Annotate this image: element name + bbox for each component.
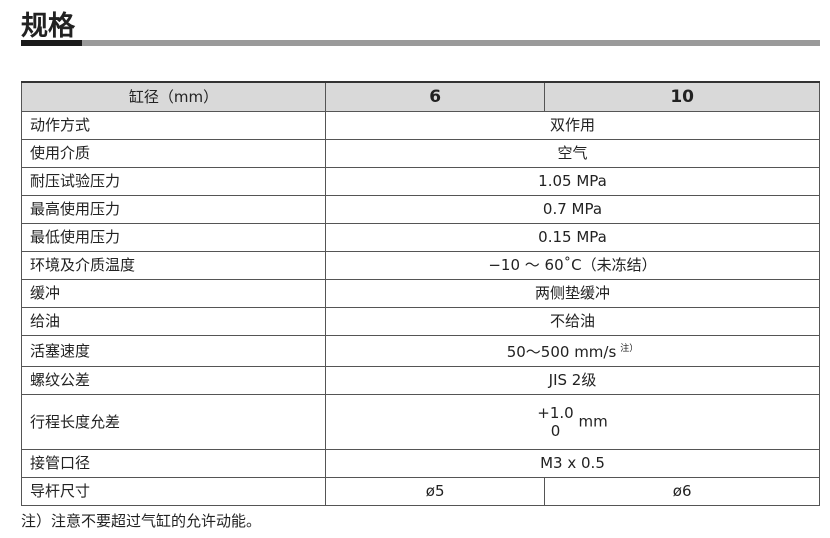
table-row: 最低使用压力 0.15 MPa — [21, 223, 820, 252]
row-label: 动作方式 — [21, 111, 326, 140]
table-row: 缓冲 两侧垫缓冲 — [21, 279, 820, 308]
row-label: 导杆尺寸 — [21, 477, 326, 506]
title-underline-accent — [21, 40, 82, 46]
row-value: +1.0 0 mm — [325, 394, 820, 450]
table-row: 动作方式 双作用 — [21, 111, 820, 140]
header-size-10: 10 — [544, 81, 820, 112]
row-value: 50～500 mm/s 注） — [325, 335, 820, 367]
tolerance-stack: +1.0 0 — [537, 404, 573, 440]
header-size-6: 6 — [324, 81, 546, 112]
piston-speed-value: 50～500 mm/s — [506, 343, 617, 361]
row-value: 两侧垫缓冲 — [325, 279, 820, 308]
row-label: 给油 — [21, 307, 326, 336]
spec-table: 缸径（mm） 6 10 动作方式 双作用 使用介质 空气 耐压试验压力 1.05 MP… — [21, 81, 820, 506]
row-value: M3 x 0.5 — [325, 449, 820, 478]
row-label: 螺纹公差 — [21, 366, 326, 395]
tolerance-upper: +1.0 — [537, 404, 574, 422]
row-value: 双作用 — [325, 111, 820, 140]
row-value-10: ø6 — [544, 477, 820, 506]
row-value: 0.7 MPa — [325, 195, 820, 224]
table-row: 耐压试验压力 1.05 MPa — [21, 167, 820, 196]
table-row: 导杆尺寸 ø5 ø6 — [21, 477, 820, 506]
section-title: 规格 — [21, 11, 75, 42]
row-label: 行程长度允差 — [21, 394, 326, 450]
row-label: 最高使用压力 — [21, 195, 326, 224]
row-value: 1.05 MPa — [325, 167, 820, 196]
table-row: 使用介质 空气 — [21, 139, 820, 168]
row-value: 0.15 MPa — [325, 223, 820, 252]
row-label: 最低使用压力 — [21, 223, 326, 252]
row-label: 环境及介质温度 — [21, 251, 326, 280]
row-label: 耐压试验压力 — [21, 167, 326, 196]
row-label: 使用介质 — [21, 139, 326, 168]
row-value: 空气 — [325, 139, 820, 168]
table-row: 螺纹公差 JIS 2级 — [21, 366, 820, 395]
row-value: JIS 2级 — [325, 366, 820, 395]
header-row: 缸径（mm） 6 10 — [21, 81, 820, 112]
row-label: 活塞速度 — [21, 335, 326, 367]
row-label: 缓冲 — [21, 279, 326, 308]
table-row: 给油 不给油 — [21, 307, 820, 336]
table-row: 行程长度允差 +1.0 0 mm — [21, 394, 820, 450]
row-value-6: ø5 — [324, 477, 546, 506]
row-value: −10 ～ 60˚C（未冻结） — [325, 251, 820, 280]
footnote: 注）注意不要超过气缸的允许动能。 — [21, 512, 262, 530]
table-row: 接管口径 M3 x 0.5 — [21, 449, 820, 478]
table-row: 活塞速度 50～500 mm/s 注） — [21, 335, 820, 367]
row-value: 不给油 — [325, 307, 820, 336]
title-underline — [21, 40, 820, 46]
tolerance-unit: mm — [578, 412, 608, 431]
row-label: 接管口径 — [21, 449, 326, 478]
header-label: 缸径（mm） — [21, 81, 326, 112]
footnote-ref: 注） — [620, 344, 639, 354]
table-row: 最高使用压力 0.7 MPa — [21, 195, 820, 224]
table-row: 环境及介质温度 −10 ～ 60˚C（未冻结） — [21, 251, 820, 280]
tolerance-lower: 0 — [550, 422, 561, 440]
